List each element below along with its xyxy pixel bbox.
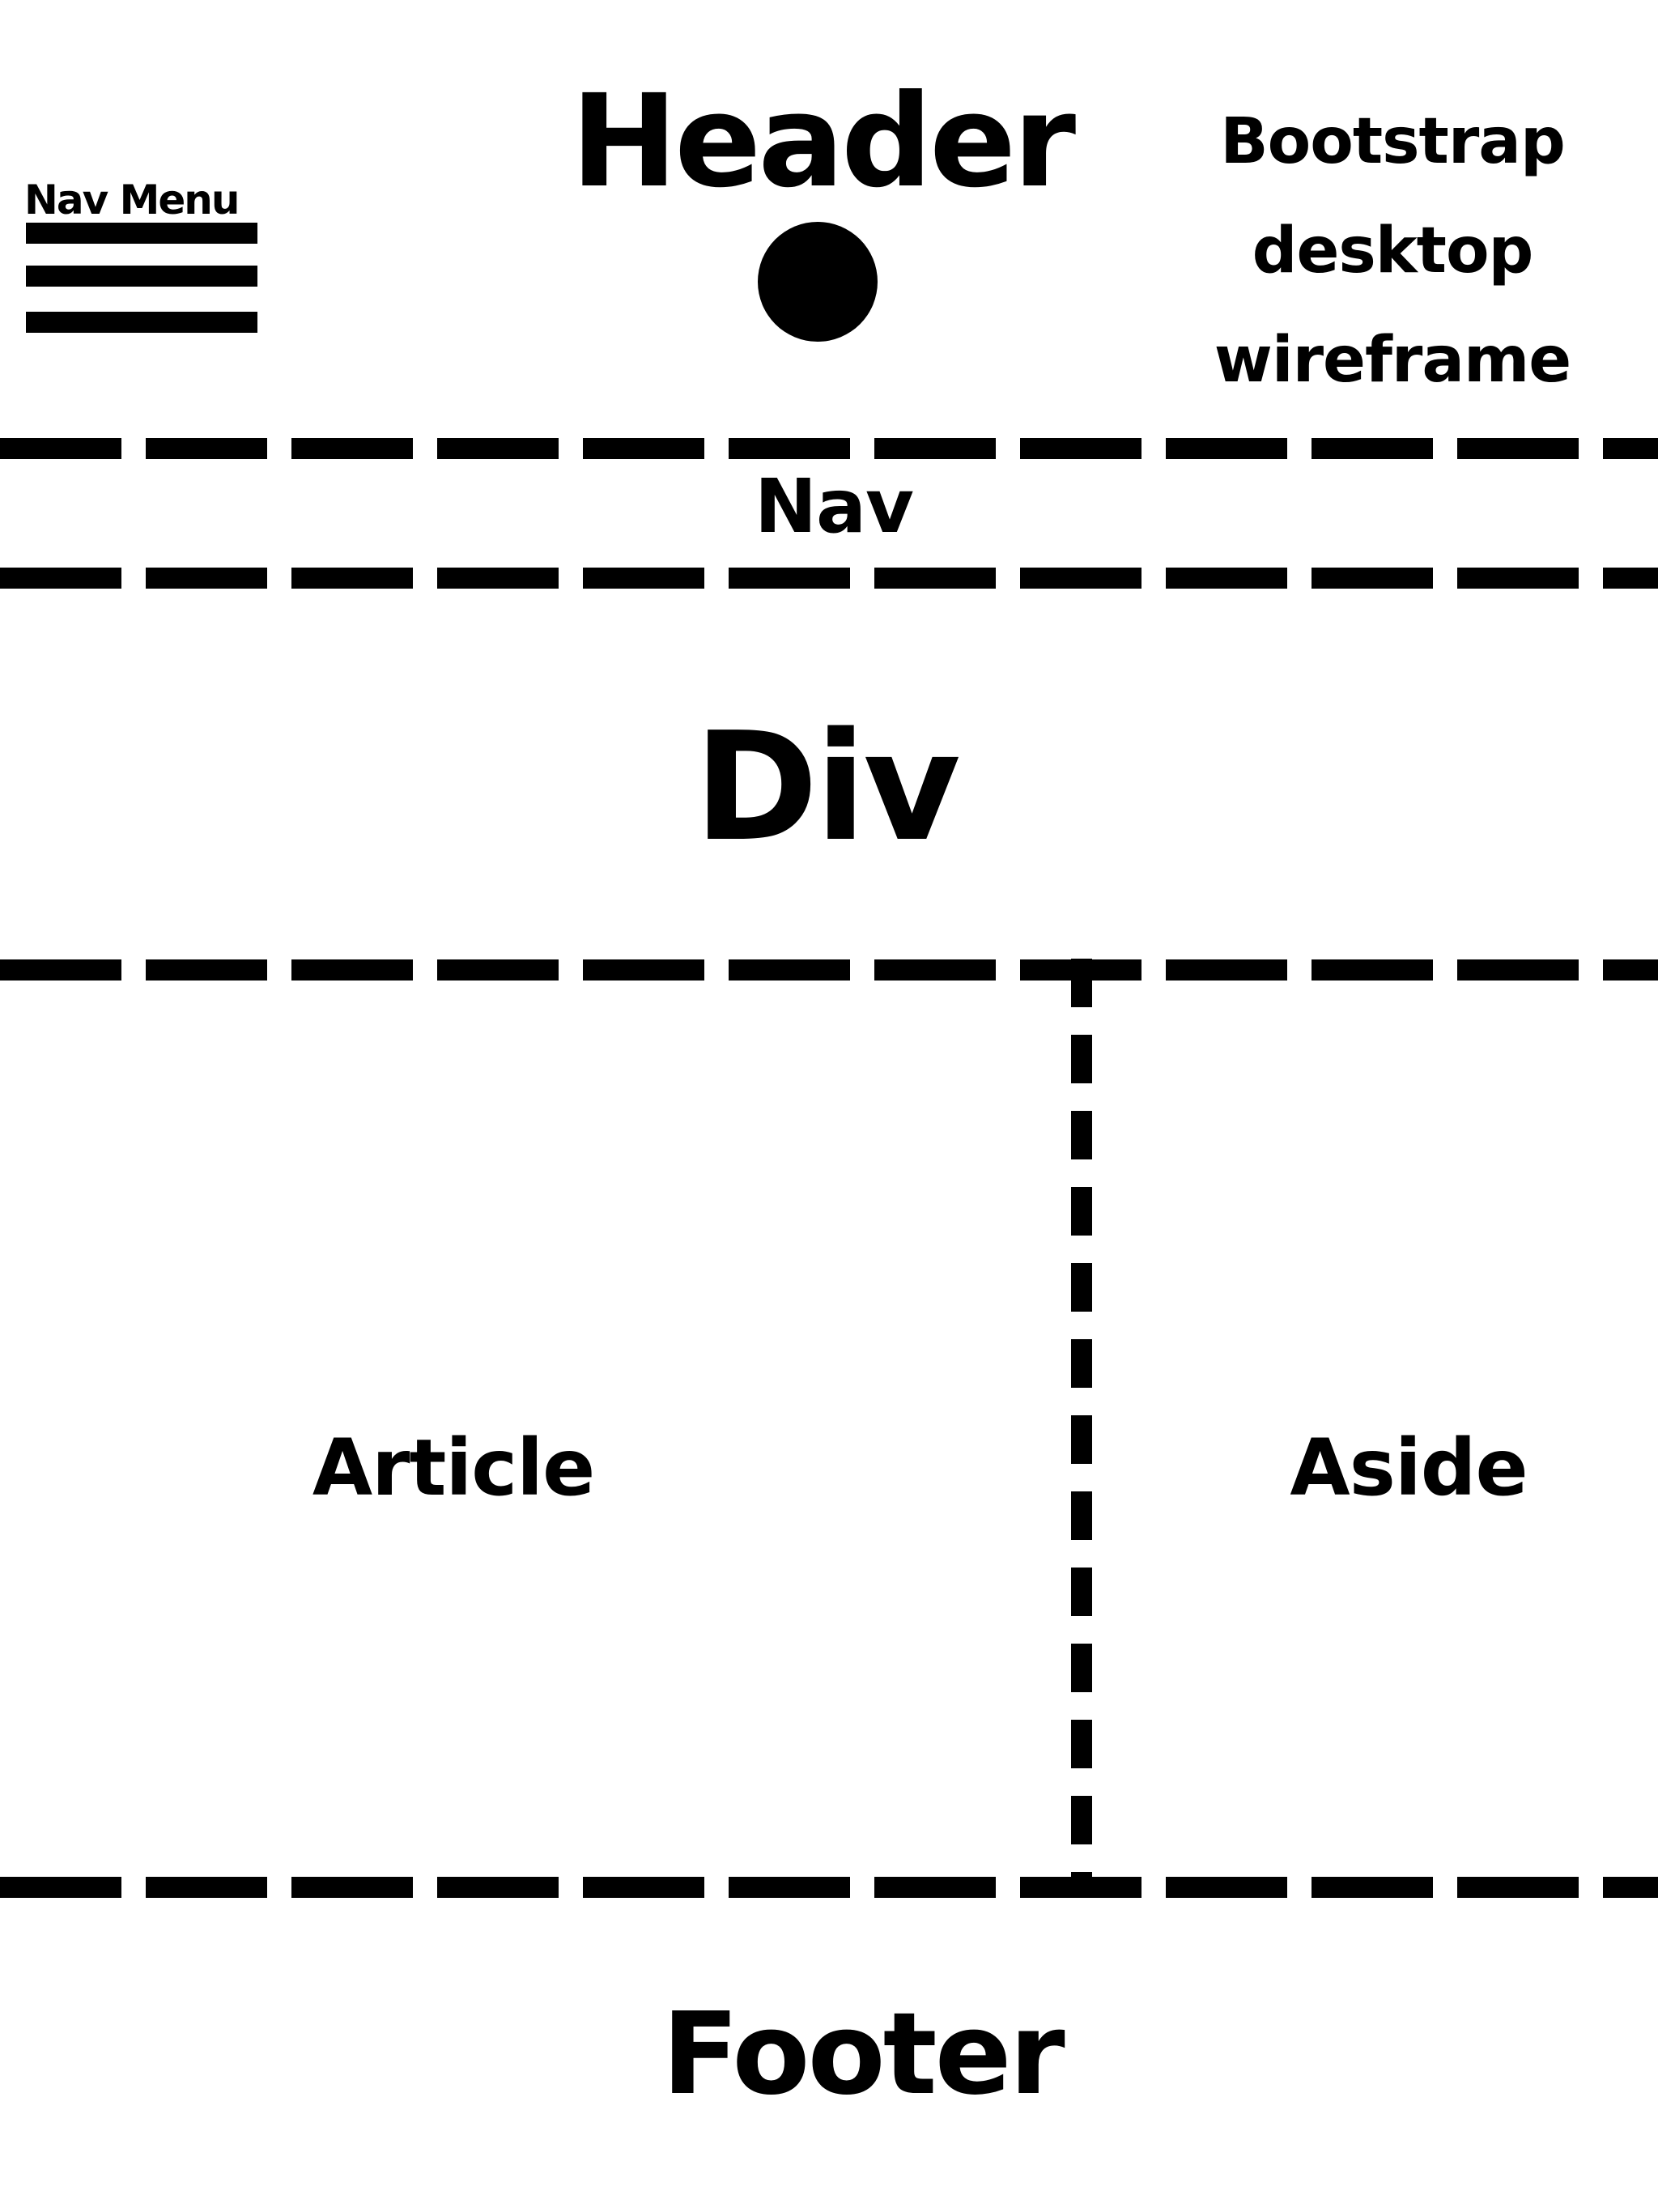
article-region-label: Article: [312, 1423, 595, 1513]
aside-region-label: Aside: [1290, 1423, 1528, 1513]
header-title: Header: [570, 67, 1076, 216]
wireframe-note: Bootstrap desktop wireframe: [1214, 105, 1571, 397]
logo-circle: [758, 222, 878, 342]
nav-menu-label: Nav Menu: [24, 177, 240, 223]
div-region-label: Div: [694, 700, 961, 874]
hamburger-icon: [26, 223, 257, 333]
nav-region-label: Nav: [754, 463, 914, 550]
footer-region-label: Footer: [661, 1989, 1065, 2121]
